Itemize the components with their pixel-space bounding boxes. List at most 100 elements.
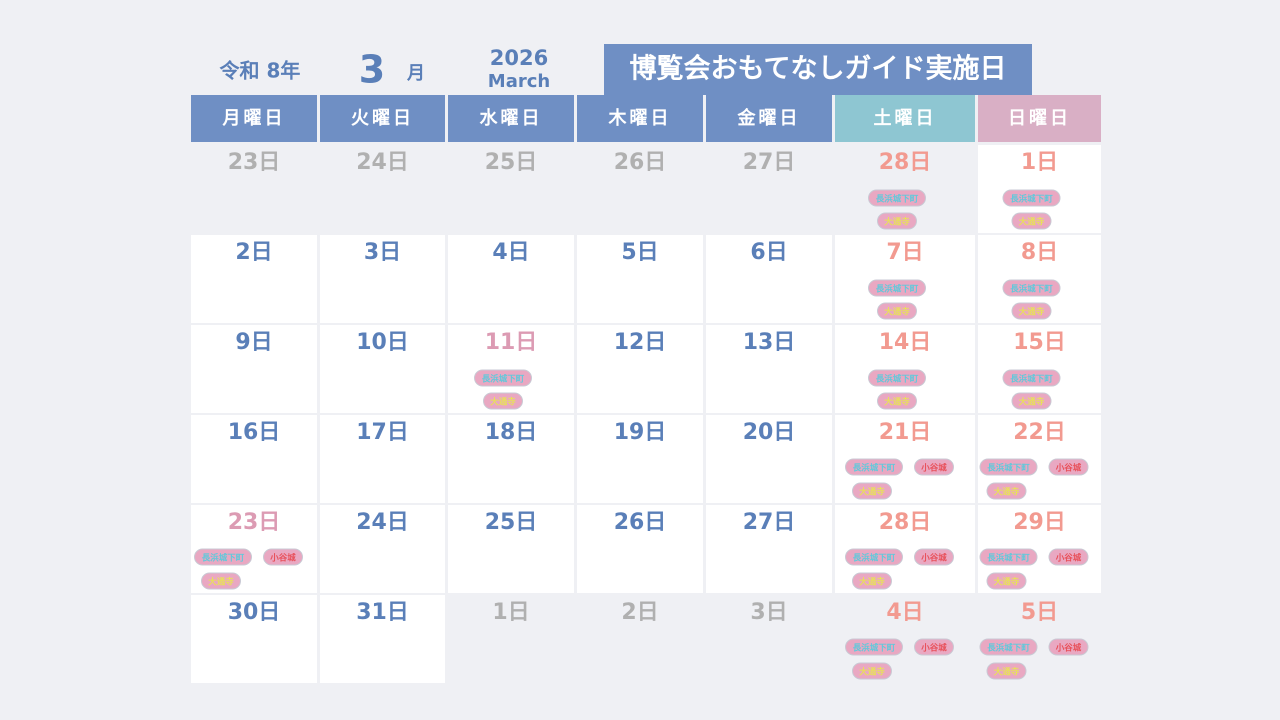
day-cell	[706, 415, 832, 503]
day-number: 22日	[1013, 420, 1066, 445]
day-number: 9日	[235, 330, 272, 355]
day-number: 25日	[485, 510, 538, 535]
tag-pill	[1048, 638, 1089, 656]
weekday-header	[320, 95, 445, 142]
weekday-label: 木曜日	[608, 107, 672, 129]
tag-label: 長浜城下町	[876, 284, 919, 295]
tag-pill	[1002, 369, 1061, 387]
day-number: 12日	[614, 330, 667, 355]
day-number: 26日	[614, 510, 667, 535]
day-cell	[191, 325, 317, 413]
day-cell	[577, 325, 703, 413]
day-number: 10日	[356, 330, 409, 355]
tag-label: 長浜城下町	[876, 374, 919, 385]
tag-pill	[845, 458, 903, 476]
day-number: 5日	[1021, 600, 1058, 625]
weekday-header	[577, 95, 703, 142]
tag-pill	[845, 638, 903, 656]
day-cell	[448, 415, 574, 503]
month: 3	[359, 48, 385, 92]
day-number: 2日	[235, 240, 272, 265]
tag-label: 大通寺	[884, 397, 910, 408]
tag-label: 長浜城下町	[853, 643, 896, 654]
day-cell	[191, 415, 317, 503]
weekday-label: 金曜日	[737, 107, 801, 129]
tag-label: 長浜城下町	[1010, 374, 1053, 385]
day-number: 5日	[621, 240, 658, 265]
tag-label: 長浜城下町	[987, 463, 1030, 474]
day-cell	[577, 415, 703, 503]
tag-pill	[868, 369, 926, 387]
day-number: 25日	[485, 150, 538, 175]
tag-label: 大通寺	[994, 667, 1020, 678]
tag-label: 長浜城下町	[1010, 194, 1053, 205]
tag-pill	[852, 662, 892, 680]
weekday-label: 月曜日	[222, 108, 286, 129]
tag-pill	[979, 548, 1038, 566]
day-cell	[320, 595, 445, 683]
tag-label: 大通寺	[859, 487, 885, 498]
day-number: 8日	[1021, 240, 1058, 265]
year: 2026	[490, 46, 548, 70]
tag-pill	[868, 279, 926, 297]
tag-label: 長浜城下町	[987, 553, 1030, 564]
day-number: 27日	[743, 150, 796, 175]
era: 令和 8年	[220, 59, 301, 83]
weekday-label: 水曜日	[480, 107, 543, 129]
tag-pill	[852, 572, 892, 590]
day-number: 1日	[1021, 150, 1058, 175]
tag-pill	[914, 638, 954, 656]
tag-label: 大通寺	[1019, 397, 1045, 408]
tag-pill	[986, 482, 1027, 500]
day-number: 30日	[228, 600, 281, 625]
tag-pill	[474, 369, 532, 387]
day-number: 4日	[886, 600, 923, 625]
day-number: 31日	[356, 600, 409, 625]
tag-pill	[979, 458, 1038, 476]
tag-pill	[1011, 302, 1052, 320]
tag-label: 長浜城下町	[987, 643, 1030, 654]
day-number: 23日	[228, 150, 281, 175]
day-number: 18日	[485, 420, 538, 445]
tag-pill	[1002, 189, 1061, 207]
tag-pill	[877, 212, 917, 230]
tag-pill	[201, 572, 241, 590]
tag-pill	[1002, 279, 1061, 297]
tag-label: 小谷城	[1055, 553, 1082, 564]
tag-label: 小谷城	[1055, 643, 1082, 654]
day-number: 13日	[743, 330, 796, 355]
tag-label: 大通寺	[1019, 307, 1045, 318]
day-number: 19日	[614, 420, 667, 445]
day-number: 1日	[492, 600, 529, 625]
tag-label: 大通寺	[994, 487, 1020, 498]
tag-pill	[979, 638, 1038, 656]
tag-pill	[1011, 212, 1052, 230]
tag-pill	[194, 548, 252, 566]
day-number: 24日	[356, 510, 409, 535]
day-number: 2日	[621, 600, 658, 625]
tag-label: 小谷城	[920, 463, 947, 474]
tag-label: 長浜城下町	[876, 194, 919, 205]
tag-label: 大通寺	[884, 217, 910, 228]
tag-label: 大通寺	[994, 577, 1020, 588]
tag-label: 大通寺	[1019, 217, 1045, 228]
day-cell	[320, 235, 445, 323]
day-number: 6日	[750, 240, 787, 265]
tag-pill	[845, 548, 903, 566]
tag-pill	[914, 548, 954, 566]
tag-label: 大通寺	[884, 307, 910, 318]
day-number: 4日	[492, 240, 529, 265]
day-number: 20日	[743, 420, 796, 445]
day-number: 16日	[228, 420, 281, 445]
tag-label: 大通寺	[208, 577, 234, 588]
tag-pill	[868, 189, 926, 207]
day-number: 14日	[879, 330, 932, 355]
tag-pill	[877, 302, 917, 320]
tag-label: 長浜城下町	[853, 553, 896, 564]
title-box	[604, 44, 1032, 95]
tag-label: 大通寺	[859, 667, 885, 678]
tag-pill	[263, 548, 303, 566]
tag-label: 小谷城	[920, 643, 947, 654]
day-number: 29日	[1013, 510, 1066, 535]
day-number: 27日	[743, 510, 796, 535]
